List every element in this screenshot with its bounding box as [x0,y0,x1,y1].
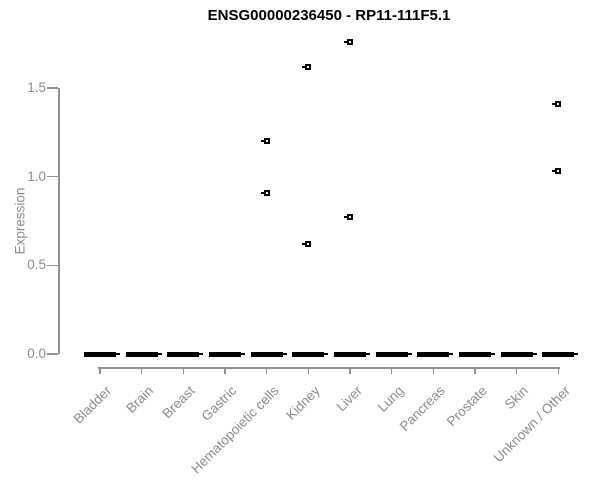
outlier-point [343,38,353,45]
x-category-label: Lung [374,383,407,415]
collapsed-boxplot-dash [542,351,579,357]
x-axis-line [98,367,560,369]
x-tick-mark [349,367,351,374]
x-category-label: Gastric [198,383,240,424]
collapsed-boxplot-dash [458,351,495,357]
y-tick-label: 0.5 [27,257,46,273]
y-tick-label: 1.5 [27,80,46,96]
y-axis-label: Expression [12,187,28,255]
collapsed-boxplot-dash [333,351,370,357]
x-category-label: Bladder [71,383,115,427]
y-axis-line [58,88,60,354]
x-tick-mark [557,367,560,374]
y-tick-mark [47,87,58,89]
outlier-point [302,241,312,248]
outlier-point [302,63,312,70]
x-category-label: Breast [159,383,198,422]
collapsed-boxplot-dash [167,351,204,357]
collapsed-boxplot-dash [375,351,412,357]
outlier-point [552,101,562,107]
collapsed-boxplot-dash [125,351,162,357]
collapsed-boxplot-dash [500,351,537,357]
x-tick-mark [99,367,101,374]
x-category-label: Prostate [443,383,490,430]
x-tick-mark [390,367,393,374]
outlier-point [260,138,270,145]
x-category-label: Liver [333,383,365,415]
collapsed-boxplot-dash [208,351,245,357]
x-category-label: Brain [123,383,157,416]
y-tick-mark [47,264,58,267]
x-tick-mark [307,367,310,374]
x-tick-mark [432,367,435,374]
y-tick-label: 1.0 [27,168,46,184]
x-tick-mark [265,367,268,374]
collapsed-boxplot-dash [417,351,454,357]
outlier-point [552,168,562,175]
collapsed-boxplot-dash [84,351,120,357]
outlier-point [343,214,353,221]
x-tick-mark [224,367,226,374]
x-category-label: Skin [502,383,532,413]
x-tick-mark [140,367,143,374]
x-category-label: Kidney [283,383,323,423]
y-tick-mark [47,175,58,178]
outlier-point [260,189,270,196]
y-tick-mark [47,353,58,355]
x-tick-mark [515,367,518,374]
collapsed-boxplot-dash [292,351,329,357]
x-tick-mark [474,367,476,374]
y-tick-label: 0.0 [27,346,46,361]
x-tick-mark [182,367,185,374]
x-category-label: Unknown / Other [490,383,573,466]
chart-title: ENSG00000236450 - RP11-111F5.1 [207,7,451,24]
collapsed-boxplot-dash [250,351,287,357]
